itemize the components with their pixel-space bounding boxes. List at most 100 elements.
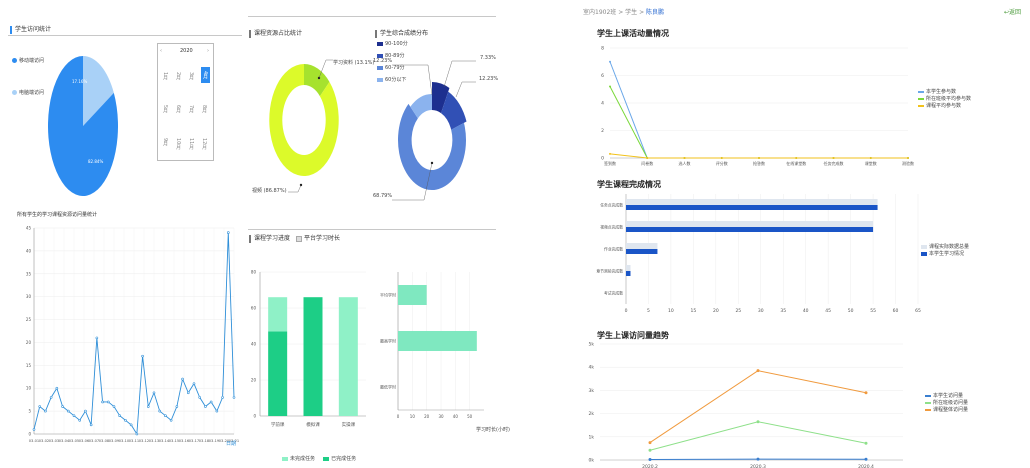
activity-line-chart: 0 2 4 6 8 签到数 问卷数 选人数 评分数 抢答数 在线课堂数 任务完成数 课堂数 测验数: [601, 46, 914, 167]
calendar-next[interactable]: ›: [207, 48, 209, 54]
x-tick-label: 测验数: [902, 160, 914, 166]
data-point: [72, 414, 76, 417]
calendar-month[interactable]: 12月: [201, 138, 207, 150]
x-tick-label: 课堂数: [865, 160, 877, 166]
calendar-month[interactable]: 7月: [188, 105, 194, 114]
x-tick-label: 20: [713, 308, 719, 314]
breadcrumb-class[interactable]: 室内1902班: [583, 9, 617, 16]
calendar-month[interactable]: 3月: [188, 72, 194, 81]
legend-item[interactable]: 课程实际数据总量: [921, 243, 969, 250]
y-tick-label: 35: [26, 271, 32, 276]
calendar-month[interactable]: 8月: [201, 105, 207, 114]
calendar-year[interactable]: 2020: [180, 48, 193, 54]
calendar-month[interactable]: 2月: [175, 72, 181, 81]
x-tick-label: 45: [825, 308, 831, 314]
x-tick-label: 55: [870, 308, 876, 314]
pie1-legend-item-0[interactable]: 移动端访问: [12, 57, 44, 64]
legend-label: 60-79分: [385, 65, 405, 71]
legend-item[interactable]: 已完成任务: [323, 456, 356, 462]
x-tick-label: 03-03: [49, 439, 59, 443]
y-tick-label: 40: [251, 342, 257, 347]
pie1-title: 学生访问统计: [10, 24, 51, 34]
legend-swatch: [921, 251, 927, 256]
donut1-title: 课程资源占比统计: [249, 28, 302, 38]
y-tick-label: 20: [251, 378, 257, 383]
data-point: [135, 432, 139, 436]
x-tick-label: 03-12: [139, 439, 149, 443]
data-point: [38, 405, 42, 408]
calendar-month[interactable]: 1月: [162, 72, 168, 81]
calendar-month[interactable]: 5月: [162, 105, 168, 114]
hbar-0: [626, 243, 658, 249]
bar-title2: 平台学习时长: [296, 233, 340, 242]
data-point: [181, 377, 184, 381]
legend-item[interactable]: 课程整体访问量: [925, 406, 968, 413]
data-point: [141, 354, 144, 358]
y-tick-label: 平均学时: [380, 292, 396, 298]
legend-item[interactable]: 60-79分: [377, 64, 408, 71]
x-tick-label: 03-19: [209, 439, 220, 443]
back-button[interactable]: ↩返回: [1004, 7, 1021, 16]
x-tick-label: 学前课: [271, 421, 285, 428]
legend-item[interactable]: 所在班级访问量: [925, 399, 968, 406]
calendar-month[interactable]: 9月: [162, 138, 168, 147]
title-marker: [296, 235, 302, 242]
data-point: [186, 391, 190, 395]
pie-label-0: 17.16%: [72, 79, 87, 84]
legend-item[interactable]: 本学生访问量: [925, 392, 968, 399]
label-pointer: [430, 161, 434, 165]
pie-label-1: 82.84%: [88, 159, 103, 164]
data-point: [55, 386, 59, 390]
donut2-slices: [398, 82, 467, 191]
divider: [248, 16, 496, 17]
legend-label: 本学生访问量: [933, 393, 964, 399]
x-tick-label: 5: [647, 308, 650, 314]
legend-item[interactable]: 90-100分: [377, 40, 408, 47]
x-tick-label: 20: [424, 414, 430, 419]
y-tick-label: 任务点完成数: [600, 203, 623, 208]
data-point: [864, 457, 868, 461]
legend-swatch: [377, 65, 383, 70]
bar-0: [268, 331, 288, 416]
y-tick-label: 0k: [589, 458, 595, 464]
hbar-1: [626, 249, 658, 254]
donut2-legend: 90-100分 80-89分 60-79分 60分以下: [377, 40, 408, 88]
data-point: [84, 409, 87, 413]
y-tick-label: 5k: [589, 342, 595, 348]
calendar-month[interactable]: 10月: [175, 138, 181, 150]
x-tick-label: 03-14: [159, 439, 170, 443]
data-point: [101, 400, 104, 404]
legend-label: 所在班级平均参与数: [926, 96, 972, 102]
x-tick-label: 0: [625, 308, 628, 314]
calendar-month[interactable]: 4月: [201, 67, 210, 84]
hbar-0: [626, 265, 631, 271]
legend-item[interactable]: 80-89分: [377, 52, 408, 59]
data-point: [226, 231, 230, 234]
x-tick-label: 03-08: [99, 439, 110, 443]
calendar-prev[interactable]: ‹: [160, 48, 162, 54]
legend-item[interactable]: 未完成任务: [282, 456, 315, 462]
legend-item[interactable]: 本学生学习情况: [921, 250, 969, 257]
legend-item[interactable]: 60分以下: [377, 76, 408, 83]
hbar: [398, 331, 477, 351]
series-line-1: [609, 86, 908, 159]
hbar-xaxis-name: 学习时长(小时): [476, 427, 510, 433]
donut2-title: 学生综合成绩分布: [375, 28, 428, 38]
y-tick-label: 4: [601, 101, 604, 107]
y-tick-label: 6: [601, 73, 604, 79]
pie1-legend-item-1[interactable]: 电脑端访问: [12, 89, 44, 96]
x-tick-label: 03-18: [199, 439, 210, 443]
calendar-month[interactable]: 11月: [188, 138, 194, 150]
breadcrumb-students[interactable]: 学生: [625, 9, 638, 16]
data-point: [648, 448, 652, 452]
y-tick-label: 最低学时: [380, 384, 396, 390]
x-tick-label: 60: [893, 308, 899, 314]
donut-slice-1: [441, 91, 467, 130]
x-tick-label: 03-01: [29, 439, 39, 443]
legend-item[interactable]: 所在班级平均参与数: [918, 95, 971, 102]
bar-title2-text: 平台学习时长: [304, 235, 341, 242]
legend-item[interactable]: 本学生参与数: [918, 88, 971, 95]
calendar-month[interactable]: 6月: [175, 105, 181, 114]
x-tick-label: 03-11: [129, 439, 139, 443]
legend-item[interactable]: 课程平均参与数: [918, 102, 971, 109]
